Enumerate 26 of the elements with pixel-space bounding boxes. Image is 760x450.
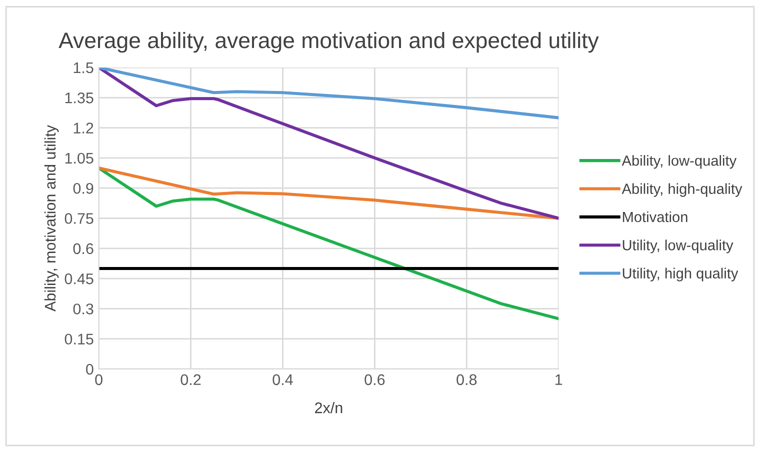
y-tick-label: 1.05: [65, 152, 94, 164]
legend-label: Utility, high quality: [622, 268, 738, 282]
x-tick-label: 0: [95, 374, 102, 386]
legend-label: Motivation: [622, 211, 688, 222]
y-tick-label: 0.9: [73, 182, 94, 194]
y-tick-label: 0.45: [64, 273, 94, 284]
y-tick-label: 1.5: [74, 62, 94, 74]
x-tick-label: 0.8: [456, 374, 477, 386]
x-tick-label: 0.6: [364, 374, 385, 386]
chart-title: Average ability, average motivation and expected utility: [58, 32, 599, 53]
x-tick-label: 1: [556, 374, 562, 385]
y-tick-label: 0.75: [64, 213, 94, 224]
y-axis-title: Ability, motivation and utility: [44, 125, 59, 312]
legend-label: Ability, low-quality: [622, 155, 737, 169]
legend-label: Utility, low-quality: [622, 240, 734, 254]
y-tick-label: 0.15: [64, 334, 94, 345]
line-series: [98, 166, 559, 220]
x-tick-label: 0.2: [180, 374, 201, 386]
x-axis-title: 2x/n: [315, 402, 342, 414]
y-tick-label: 0: [86, 364, 94, 375]
x-tick-label: 0.4: [272, 374, 293, 386]
y-tick-label: 0.6: [73, 243, 94, 254]
y-tick-label: 0.3: [73, 304, 94, 314]
legend-label: Ability, high-quality: [622, 183, 742, 197]
y-tick-label: 1.2: [74, 122, 94, 134]
y-tick-label: 1.35: [65, 92, 94, 104]
